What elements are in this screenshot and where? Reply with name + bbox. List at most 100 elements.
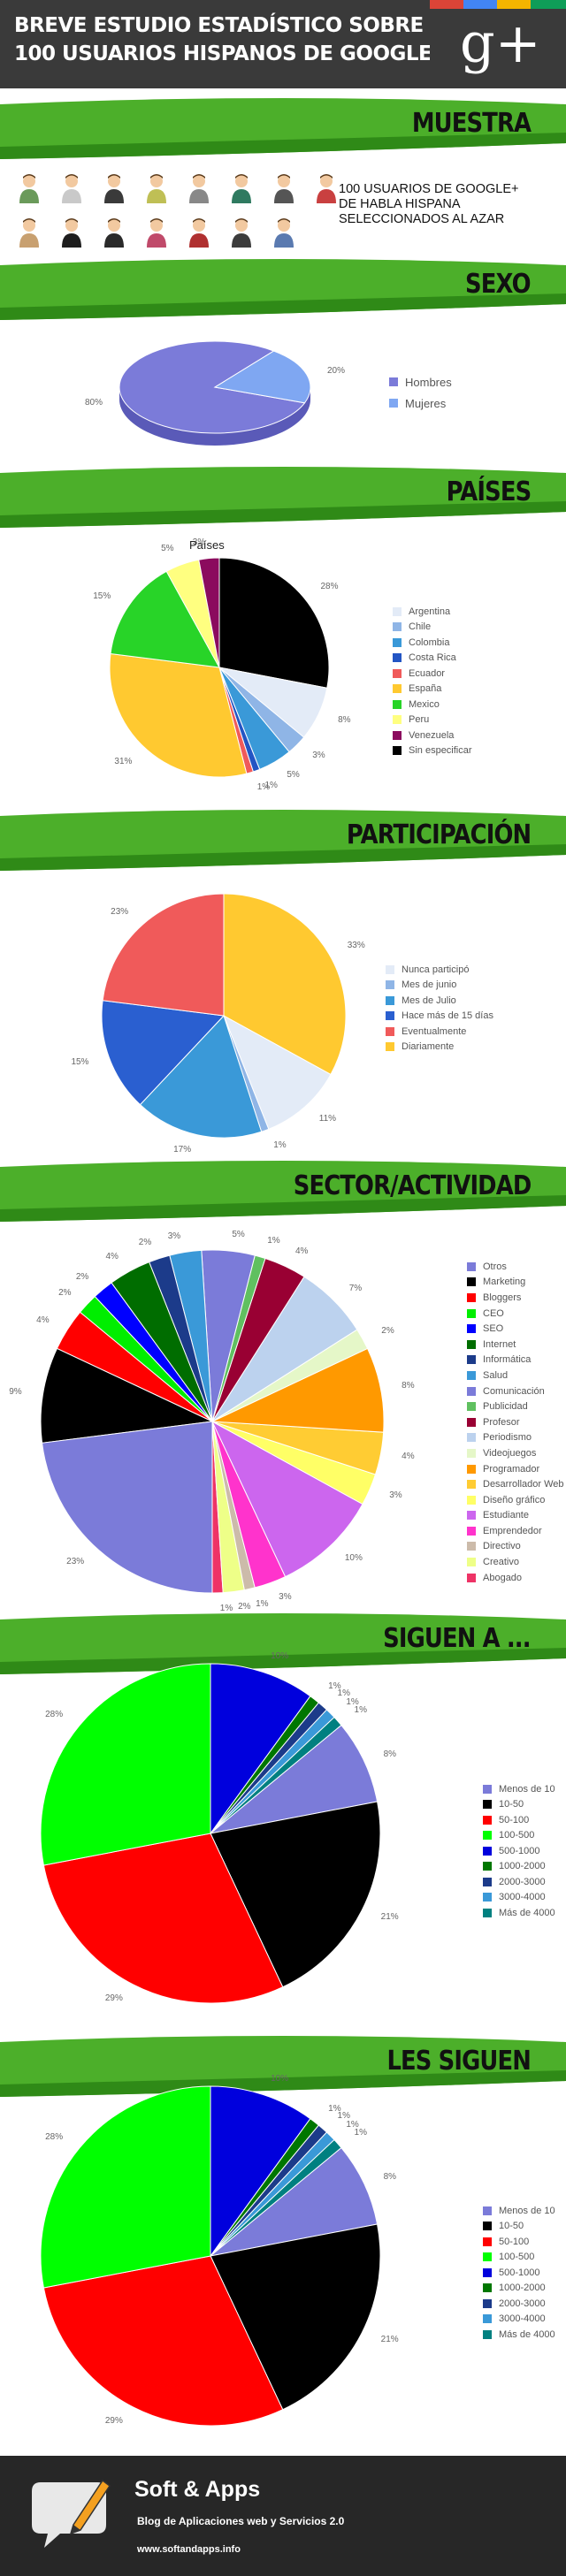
pie-label-paises-2: 5% [287, 770, 300, 781]
legend-paises: Argentina Chile Colombia Costa Rica Ecuador E… [393, 604, 472, 758]
legend-item: 50-100 [483, 2234, 555, 2250]
legend-swatch [467, 1386, 476, 1396]
pie-label-sector-0: 23% [66, 1557, 85, 1567]
legend-item: Costa Rica [393, 651, 472, 667]
pie-slice-sector-1 [40, 1347, 214, 1444]
legend-swatch [483, 2314, 492, 2324]
legend-label: 100-500 [499, 1830, 535, 1841]
legend-swatch [393, 637, 402, 647]
person-icon [103, 217, 126, 248]
legend-label: Eventualmente [402, 1025, 467, 1037]
pie-slice-sector-16 [210, 1420, 363, 1578]
legend-item: España [393, 682, 472, 697]
person-icon [230, 173, 253, 203]
pie-label-sector-20: 1% [219, 1603, 233, 1613]
legend-label: 2000-3000 [499, 1876, 546, 1887]
pie-label-les_siguen-8: 1% [354, 2128, 367, 2138]
person-icon [272, 173, 295, 203]
section-title-muestra: MUESTRA [411, 108, 532, 139]
banner-les_siguen: LES SIGUEN [0, 2033, 566, 2104]
pie-label-sector-5: 4% [105, 1252, 119, 1262]
legend-item: SEO [467, 1321, 564, 1337]
legend-label: Internet [483, 1338, 516, 1350]
legend-item: Bloggers [467, 1290, 564, 1306]
pie-chart-sexo [119, 340, 311, 446]
legend-swatch [467, 1277, 476, 1287]
pie-label-sector-11: 7% [348, 1284, 363, 1294]
legend-item: Mexico [393, 697, 472, 713]
legend-label: Mujeres [405, 396, 447, 410]
pie-label-les_siguen-6: 1% [337, 2111, 350, 2122]
legend-item: Estudiante [467, 1508, 564, 1524]
legend-item: Diariamente [386, 1040, 493, 1056]
legend-swatch [483, 2237, 492, 2246]
legend-swatch [393, 730, 402, 740]
sample-line-1: 100 USUARIOS DE GOOGLE+ [339, 182, 519, 196]
legend-item: Colombia [393, 635, 472, 651]
legend-swatch [393, 684, 402, 694]
legend-label: Desarrollador Web [483, 1479, 564, 1490]
pie-label-sector-10: 4% [294, 1246, 309, 1257]
pie-slice-les_siguen-2 [42, 2255, 284, 2427]
pie-slice-participacion-3 [101, 1000, 226, 1106]
legend-item: Chile [393, 620, 472, 636]
person-icon [18, 173, 41, 203]
legend-label: Más de 4000 [499, 1907, 555, 1918]
pie-label-siguen_a-7: 1% [346, 1696, 359, 1707]
legend-item: 500-1000 [483, 1843, 555, 1859]
legend-label: Menos de 10 [499, 1783, 555, 1795]
pie-label-sector-14: 4% [402, 1451, 415, 1461]
person-icon [315, 173, 338, 203]
legend-label: Comunicación [483, 1385, 545, 1397]
legend-label: CEO [483, 1307, 504, 1319]
legend-label: Directivo [483, 1541, 521, 1552]
legend-label: Marketing [483, 1277, 526, 1288]
legend-swatch [386, 980, 394, 990]
footer-website: www.softandapps.info [137, 2544, 241, 2555]
legend-swatch [393, 622, 402, 632]
person-icon [187, 173, 210, 203]
pie-chart-sector [40, 1249, 385, 1594]
person-icon [18, 217, 41, 248]
legend-swatch [483, 2206, 492, 2215]
legend-swatch [467, 1495, 476, 1505]
legend-swatch [483, 2283, 492, 2293]
legend-item: Marketing [467, 1275, 564, 1291]
pie-label-sexo-1: 20% [326, 365, 345, 376]
legend-item: Diseño gráfico [467, 1492, 564, 1508]
legend-label: Diariamente [402, 1041, 455, 1053]
legend-item: Informática [467, 1353, 564, 1368]
legend-swatch [467, 1339, 476, 1349]
person-icon [145, 173, 168, 203]
legend-label: 500-1000 [499, 1845, 540, 1856]
person-icon [230, 217, 253, 248]
pie-label-sector-2: 4% [36, 1315, 50, 1326]
pie-label-siguen_a-2: 29% [104, 1993, 123, 2004]
legend-item: Hombres [389, 371, 452, 392]
pie-slice-sector-0 [41, 1421, 213, 1594]
person-icon [103, 173, 126, 203]
title-line-2: 100 USUARIOS HISPANOS DE GOOGLE+ [14, 42, 449, 65]
paises-chart-title: Países [189, 538, 225, 552]
legend-swatch [467, 1464, 476, 1474]
pie-label-sector-6: 2% [138, 1238, 152, 1248]
pie-slice-siguen_a-2 [42, 1833, 284, 2004]
legend-item: Abogado [467, 1570, 564, 1586]
legend-swatch [483, 1815, 492, 1825]
pie-label-les_siguen-3: 28% [45, 2132, 64, 2143]
legend-swatch [467, 1417, 476, 1427]
pie-label-paises-8: 3% [192, 537, 206, 547]
legend-swatch [467, 1402, 476, 1412]
section-title-sector: SECTOR/ACTIVIDAD [293, 1170, 532, 1201]
legend-swatch [393, 746, 402, 756]
pie-label-sector-17: 3% [279, 1592, 292, 1603]
legend-label: Peru [409, 714, 430, 726]
pie-label-siguen_a-8: 1% [354, 1705, 367, 1716]
google-plus-logo: g+ [460, 11, 541, 75]
pie-label-sector-7: 3% [167, 1231, 181, 1241]
legend-swatch [467, 1526, 476, 1536]
legend-swatch [467, 1542, 476, 1551]
person-icon [187, 217, 210, 248]
pie-label-paises-6: 15% [93, 591, 111, 602]
pie-chart-siguen_a [40, 1663, 381, 2004]
